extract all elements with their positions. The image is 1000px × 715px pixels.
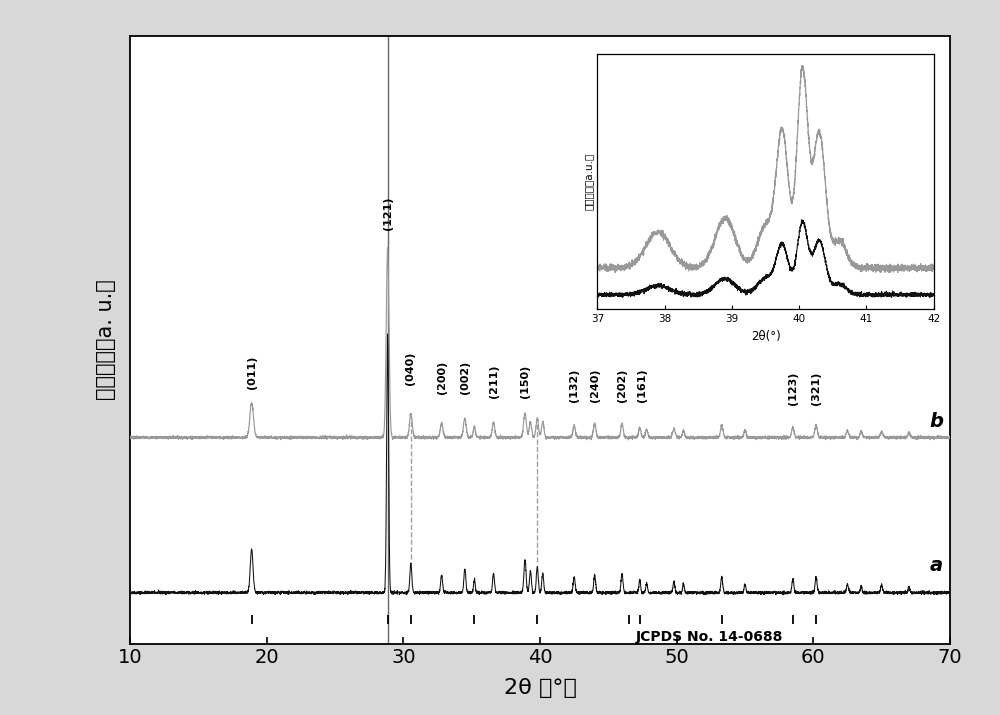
X-axis label: 2θ （°）: 2θ （°） bbox=[504, 679, 576, 699]
Text: a: a bbox=[930, 556, 943, 576]
Text: (200): (200) bbox=[437, 360, 447, 393]
Text: (240): (240) bbox=[590, 369, 600, 402]
Text: (132): (132) bbox=[569, 369, 579, 402]
Text: JCPDS No. 14-0688: JCPDS No. 14-0688 bbox=[636, 631, 783, 644]
Y-axis label: 相对强度（a. u.）: 相对强度（a. u.） bbox=[96, 280, 116, 400]
Text: (002): (002) bbox=[460, 360, 470, 393]
Text: b: b bbox=[929, 413, 943, 431]
Text: (202): (202) bbox=[617, 369, 627, 402]
Text: (211): (211) bbox=[489, 365, 499, 398]
Text: (161): (161) bbox=[638, 368, 648, 402]
Text: (123): (123) bbox=[788, 371, 798, 405]
Text: (040): (040) bbox=[405, 352, 415, 385]
Text: (321): (321) bbox=[811, 371, 821, 405]
Text: (121): (121) bbox=[383, 196, 393, 230]
Text: (011): (011) bbox=[247, 356, 257, 389]
Text: (150): (150) bbox=[520, 365, 530, 398]
